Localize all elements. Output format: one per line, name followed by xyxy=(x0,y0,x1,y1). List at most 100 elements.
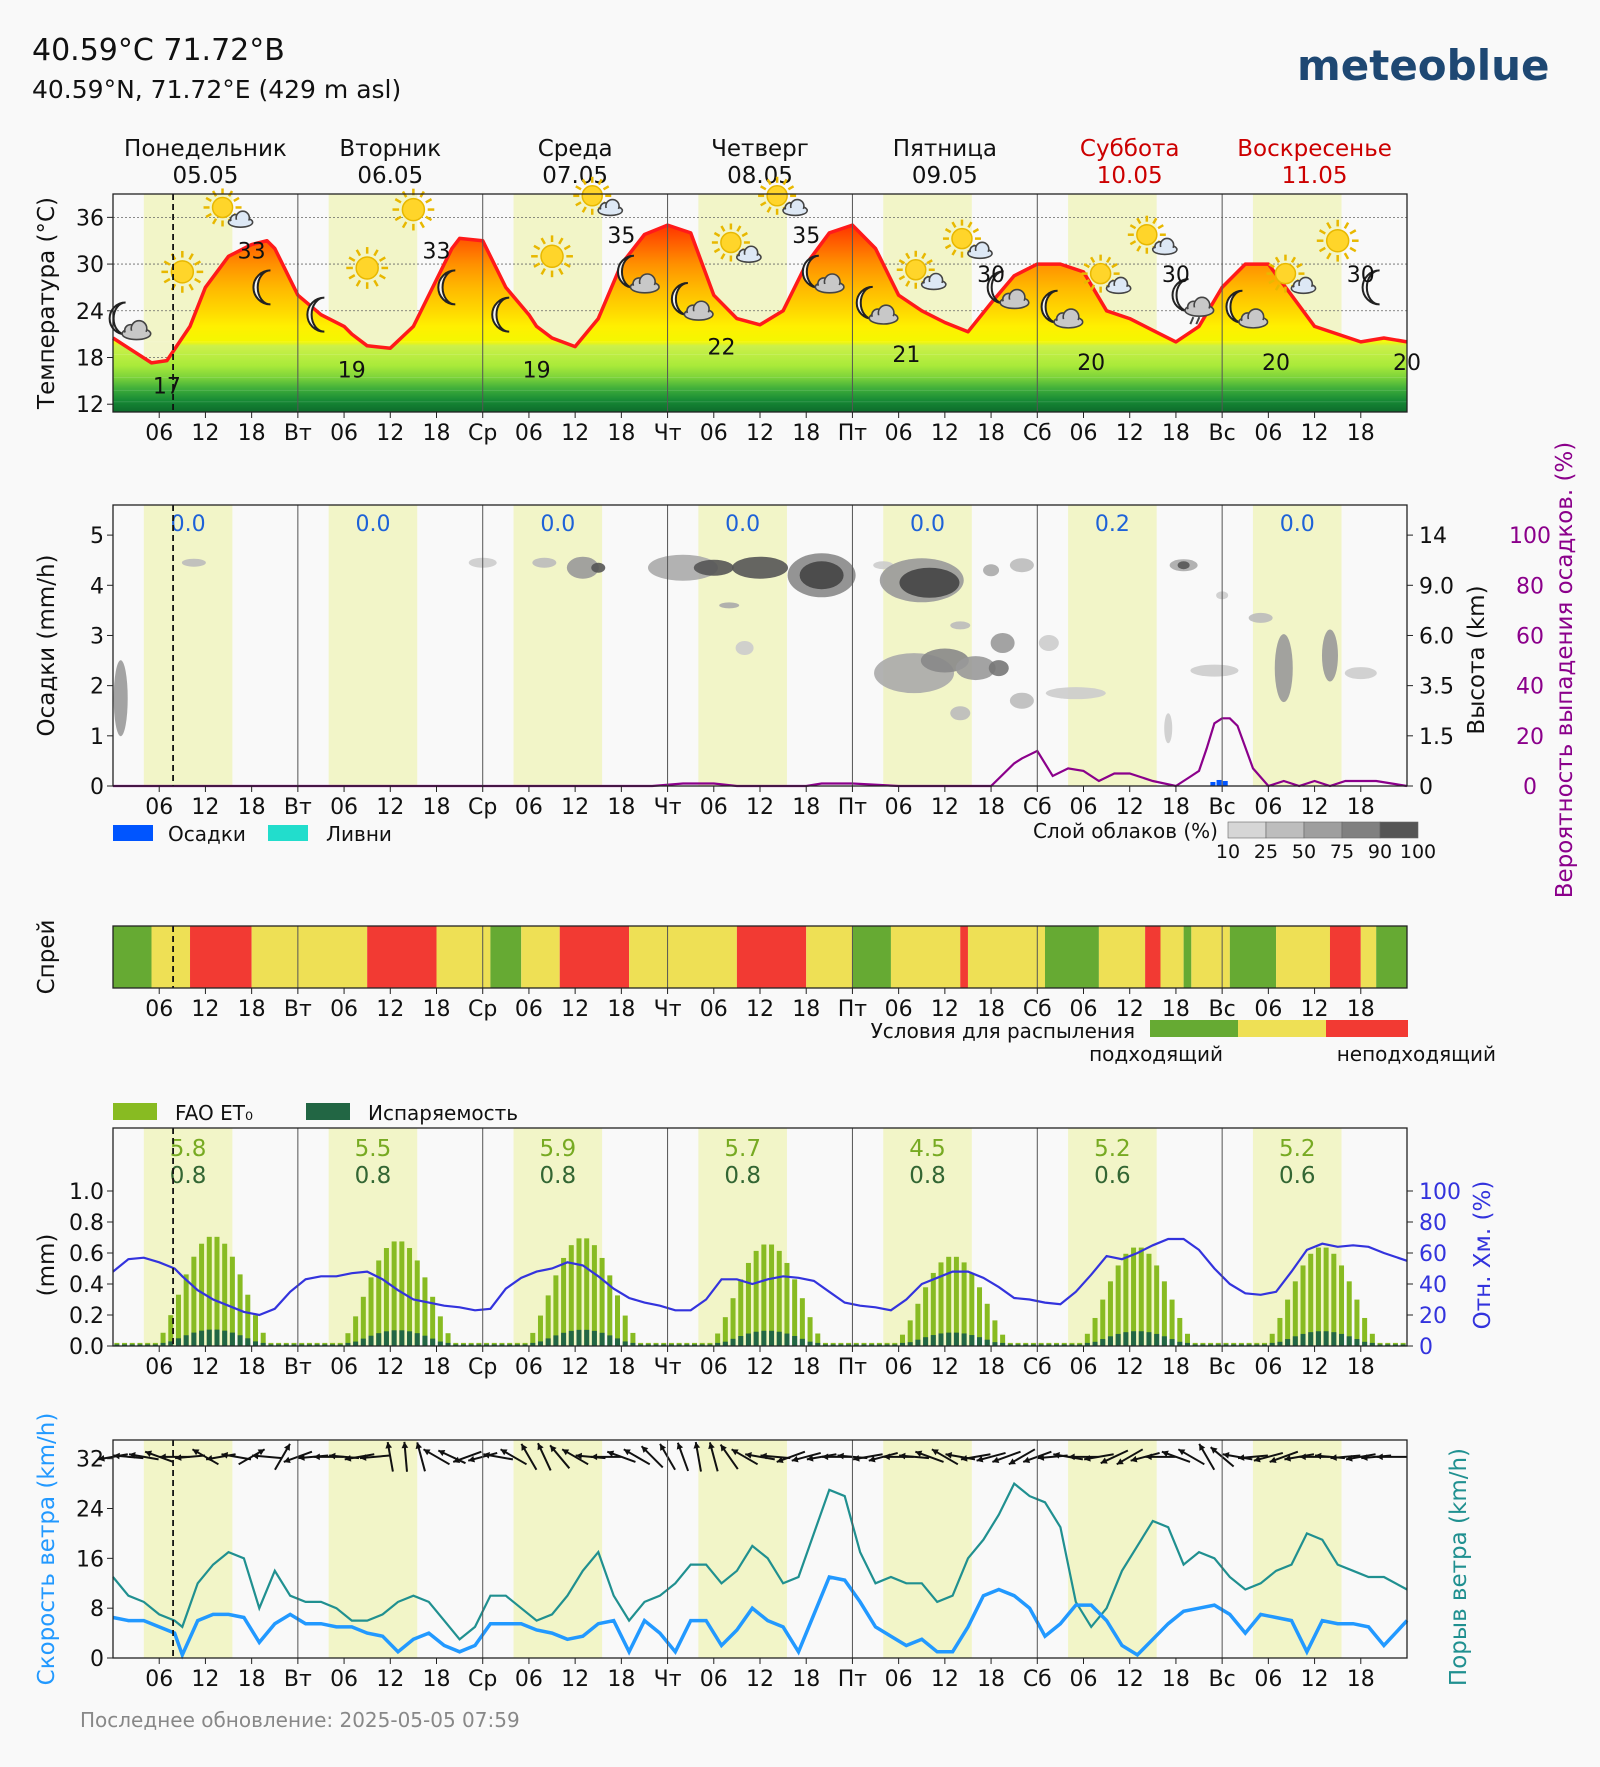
arrow-head xyxy=(660,1443,667,1451)
spray-segment xyxy=(190,926,252,988)
et0-bar xyxy=(969,1272,975,1346)
x-tick-label: 06 xyxy=(330,421,358,446)
cloud-layer-blob xyxy=(113,660,128,737)
x-tick-label: 18 xyxy=(977,997,1005,1022)
et0-bar xyxy=(1177,1317,1183,1346)
evaporation-bar xyxy=(514,1344,520,1346)
meteoblue-logo[interactable]: meteoblue xyxy=(1297,41,1550,90)
wind-direction-arrow xyxy=(676,1442,690,1472)
evaporation-bar xyxy=(807,1341,813,1346)
height-tick-label: 1.5 xyxy=(1419,725,1454,750)
evaporation-bar xyxy=(345,1342,351,1346)
sun-ray xyxy=(1296,263,1303,269)
sun-ray xyxy=(1152,217,1158,225)
evaporation-bar xyxy=(145,1344,151,1346)
spray-segment xyxy=(852,926,891,988)
et0-bar xyxy=(753,1250,759,1346)
et0-bar xyxy=(761,1244,767,1346)
wind-direction-arrow xyxy=(1100,1449,1129,1465)
cloud-icon xyxy=(597,198,624,217)
et0-bar xyxy=(815,1333,821,1346)
sun-ray xyxy=(1111,263,1118,269)
evaporation-bar xyxy=(1223,1344,1229,1346)
x-tick-label: 18 xyxy=(1347,421,1375,446)
wind-direction-arrow xyxy=(415,1442,426,1472)
evaporation-bar xyxy=(946,1332,952,1346)
cloud-fill xyxy=(870,314,897,323)
cloud-fill xyxy=(1240,318,1267,327)
x-tick-label: Пт xyxy=(838,997,868,1022)
cloud-icon xyxy=(121,319,152,341)
sun-disc xyxy=(905,259,927,281)
sun-ray xyxy=(944,228,952,234)
evaporation-bar xyxy=(1385,1344,1391,1346)
et0-bar xyxy=(977,1287,983,1346)
evaporation-bar xyxy=(522,1344,528,1346)
x-tick-label: 06 xyxy=(515,1355,543,1380)
probability-tick-label: 40 xyxy=(1516,675,1544,700)
y-tick-label: 16 xyxy=(76,1547,104,1572)
x-tick-label: 12 xyxy=(931,1355,959,1380)
et0-bar xyxy=(1115,1265,1121,1346)
evaporation-bar xyxy=(453,1344,459,1346)
evaporation-bar xyxy=(1246,1344,1252,1346)
et0-bar xyxy=(430,1296,436,1346)
x-tick-label: 06 xyxy=(330,997,358,1022)
daily-et0: 5.8 xyxy=(170,1136,207,1162)
evaporation-bar xyxy=(1354,1339,1360,1346)
sun-ray xyxy=(713,231,721,238)
daylight-band xyxy=(513,505,603,786)
spray-segment xyxy=(1376,926,1407,988)
arrow-head xyxy=(329,1452,336,1460)
evaporation-bar xyxy=(1339,1333,1345,1346)
wind-direction-arrow xyxy=(1177,1448,1205,1466)
et0-bar xyxy=(1292,1281,1298,1346)
evaporation-bar xyxy=(846,1344,852,1346)
evaporation-bar xyxy=(799,1338,805,1346)
evaporation-bar xyxy=(1030,1344,1036,1346)
evaporation-bar xyxy=(1000,1342,1006,1346)
evaporation-bar xyxy=(414,1333,420,1346)
x-tick-label: 18 xyxy=(607,421,635,446)
cloud-layer-blob xyxy=(591,562,606,573)
sun-ray xyxy=(1318,229,1326,235)
day-date: 10.05 xyxy=(1097,163,1163,189)
x-tick-label: 18 xyxy=(792,997,820,1022)
x-tick-label: 12 xyxy=(561,421,589,446)
evaporation-bar xyxy=(1285,1339,1291,1346)
cloud-layer-blob xyxy=(983,564,1000,577)
daily-precip-total: 0.0 xyxy=(171,512,206,537)
x-tick-label: 06 xyxy=(515,421,543,446)
arrow-head xyxy=(401,1441,409,1449)
x-tick-label: Чт xyxy=(654,997,682,1022)
spray-legend-suitable xyxy=(1150,1020,1238,1037)
sun-ray xyxy=(787,185,795,191)
x-tick-label: 18 xyxy=(423,997,451,1022)
arrow-head xyxy=(257,1449,265,1456)
arrow-head xyxy=(1178,1449,1186,1456)
arrow-head xyxy=(868,1455,876,1463)
daily-precip-total: 0.0 xyxy=(910,512,945,537)
evaporation-bar xyxy=(1023,1344,1029,1346)
et0-bar xyxy=(1184,1333,1190,1346)
sun-ray xyxy=(905,280,911,287)
cloud-layer-blob xyxy=(955,656,996,681)
evaporation-bar xyxy=(491,1344,497,1346)
wind-direction-arrow xyxy=(1376,1453,1407,1461)
x-tick-label: 12 xyxy=(1116,997,1144,1022)
et0-bar xyxy=(214,1236,220,1346)
sun-disc xyxy=(720,231,742,254)
humidity-tick-label: 80 xyxy=(1419,1211,1447,1236)
evaporation-bar xyxy=(722,1341,728,1346)
arrow-head xyxy=(1023,1456,1031,1463)
evaporation-bar xyxy=(668,1344,674,1346)
sun-ray xyxy=(597,178,603,186)
precipitation-bar xyxy=(1210,781,1216,786)
sun-disc xyxy=(355,256,379,280)
x-tick-label: 18 xyxy=(1162,997,1190,1022)
cloud-layer-blob xyxy=(950,706,971,721)
legend-precip-label: Осадки xyxy=(168,822,246,846)
sun-ray xyxy=(533,244,541,251)
sun-disc xyxy=(401,197,426,222)
wind-direction-arrow xyxy=(344,1453,375,1462)
